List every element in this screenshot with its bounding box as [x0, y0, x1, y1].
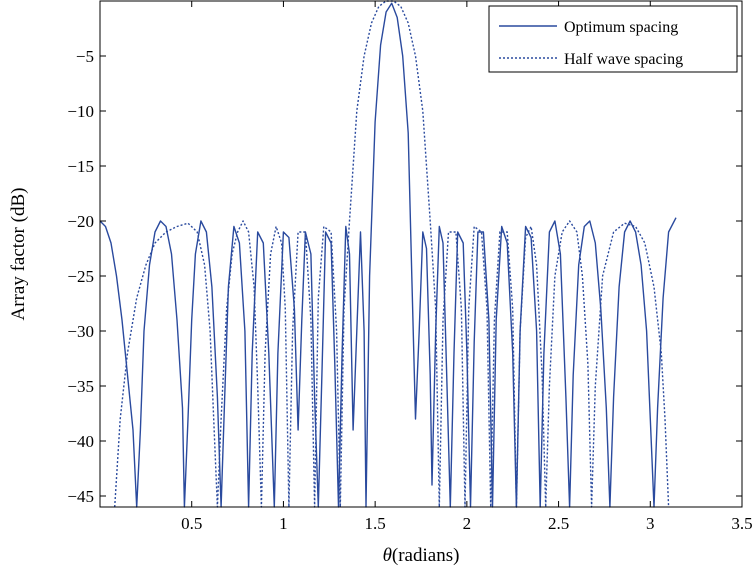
legend-label-optimum: Optimum spacing	[564, 19, 678, 36]
x-tick-label: 1	[279, 514, 288, 533]
y-tick-label: −30	[67, 322, 94, 341]
legend-label-half-wave: Half wave spacing	[564, 51, 683, 68]
x-axis-title: θ(radians)	[383, 545, 460, 566]
y-tick-label: −20	[67, 212, 94, 231]
legend-box	[488, 5, 738, 73]
x-tick-label: 1.5	[365, 514, 386, 533]
y-tick-label: −15	[67, 157, 94, 176]
y-tick-label: −45	[67, 487, 94, 506]
y-tick-label: −35	[67, 377, 94, 396]
x-axis-unit: (radians)	[392, 545, 460, 566]
ticks: 0.5 1 1.5 2 2.5 3 3.5 −5 −10 −15 −20 −25 −30 −35 −40 −4…	[67, 1, 752, 533]
x-tick-label: 3	[646, 514, 655, 533]
plot-area	[100, 1, 742, 507]
y-tick-label: −25	[67, 267, 94, 286]
y-tick-label: −40	[67, 432, 94, 451]
y-axis-title: Array factor (dB)	[8, 188, 29, 321]
x-tick-label: 2	[463, 514, 472, 533]
legend: Optimum spacing Half wave spacing	[488, 5, 738, 73]
x-tick-label: 3.5	[731, 514, 752, 533]
series-line-half-wave	[114, 0, 670, 508]
x-axis-symbol: θ	[383, 545, 392, 566]
axes-frame	[99, 0, 743, 508]
x-tick-label: 2.5	[548, 514, 569, 533]
y-tick-label: −10	[67, 102, 94, 121]
y-tick-label: −5	[76, 47, 94, 66]
plot-background	[100, 1, 742, 507]
axes	[99, 0, 743, 508]
x-tick-label: 0.5	[181, 514, 202, 533]
